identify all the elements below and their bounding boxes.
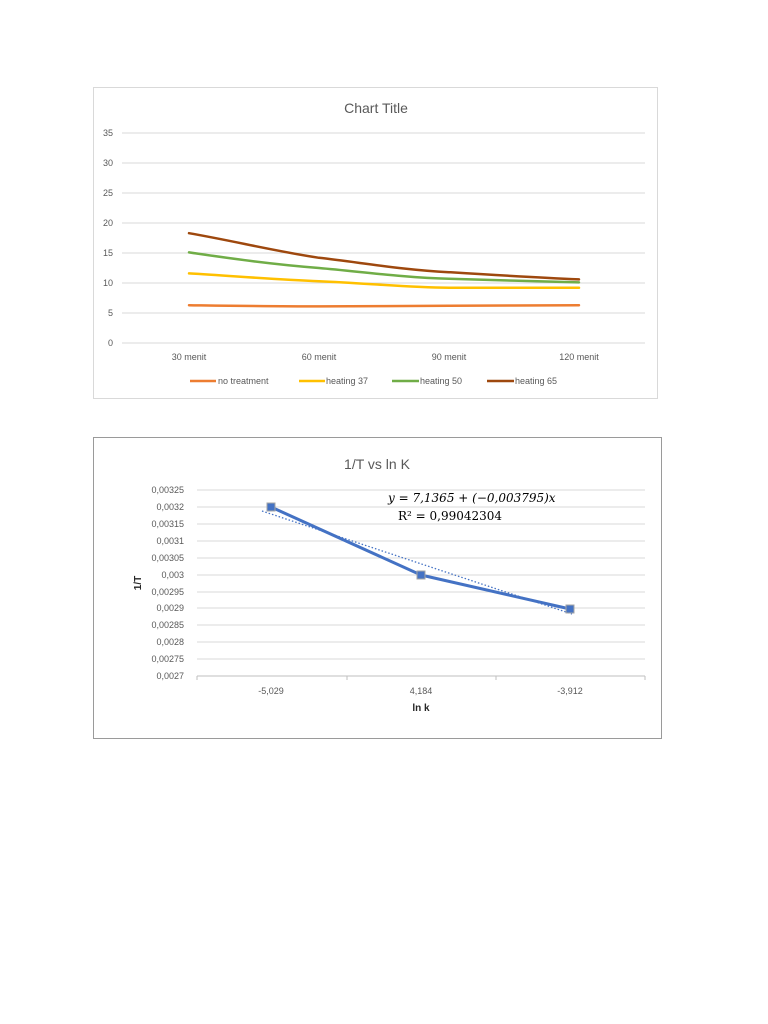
series-heating-65 (187, 231, 581, 281)
chart2-y-axis-title: 1/T (133, 576, 144, 590)
y-tick: 0,00285 (151, 620, 184, 630)
x-tick: 60 menit (302, 352, 337, 362)
x-tick: 4,184 (410, 686, 433, 696)
y-tick: 0,0028 (156, 637, 184, 647)
line-chart-treatments: Chart Title 35 30 25 20 15 10 5 0 30 men… (93, 87, 658, 399)
legend-item-heating-37: heating 37 (299, 376, 368, 386)
series-heating-37 (187, 272, 581, 290)
x-tick: 30 menit (172, 352, 207, 362)
y-tick: 30 (103, 158, 113, 168)
chart2-x-axis-labels: -5,029 4,184 -3,912 (258, 686, 583, 696)
svg-text:heating 37: heating 37 (326, 376, 368, 386)
chart2-canvas: 1/T vs ln K 0,00325 0,0032 0,00315 (133, 456, 646, 714)
x-tick: 120 menit (559, 352, 599, 362)
y-tick: 0,00305 (151, 553, 184, 563)
y-tick: 0,0027 (156, 671, 184, 681)
y-tick: 0,00275 (151, 654, 184, 664)
y-tick: 35 (103, 128, 113, 138)
trendline-equation: y = 7,1365 + (−0,003795)x (387, 491, 556, 505)
y-tick: 0,0032 (156, 502, 184, 512)
series-no-treatment (187, 303, 581, 308)
y-tick: 0,00295 (151, 587, 184, 597)
svg-text:heating 50: heating 50 (420, 376, 462, 386)
y-tick: 10 (103, 278, 113, 288)
chart1-series (187, 231, 581, 308)
chart1-title: Chart Title (344, 100, 408, 116)
x-tick: 90 menit (432, 352, 467, 362)
line-chart-inverse-temperature: 1/T vs ln K 0,00325 0,0032 0,00315 (93, 437, 662, 739)
svg-text:heating 65: heating 65 (515, 376, 557, 386)
legend-item-no-treatment: no treatment (190, 376, 269, 386)
data-markers (266, 502, 575, 614)
series-heating-50 (187, 251, 581, 284)
chart2-title: 1/T vs ln K (344, 456, 411, 472)
chart2-x-axis (196, 675, 646, 680)
chart1-canvas: Chart Title 35 30 25 20 15 10 5 0 30 men… (103, 100, 645, 386)
y-tick: 0,003 (161, 570, 184, 580)
y-tick: 25 (103, 188, 113, 198)
y-tick: 20 (103, 218, 113, 228)
chart1-y-axis-labels: 35 30 25 20 15 10 5 0 (103, 128, 113, 348)
y-tick: 0,0031 (156, 536, 184, 546)
y-tick: 15 (103, 248, 113, 258)
chart1-legend: no treatment heating 37 heating 50 heati… (190, 376, 557, 386)
chart2-y-axis-labels: 0,00325 0,0032 0,00315 0,0031 0,00305 0,… (151, 485, 184, 681)
trendline-r-squared: R² = 0,99042304 (398, 509, 502, 523)
chart1-x-axis-labels: 30 menit 60 menit 90 menit 120 menit (172, 352, 600, 362)
y-tick: 0,00325 (151, 485, 184, 495)
y-tick: 0,00315 (151, 519, 184, 529)
chart2-x-axis-title: ln k (412, 703, 430, 714)
y-tick: 5 (108, 308, 113, 318)
x-tick: -3,912 (557, 686, 583, 696)
y-tick: 0 (108, 338, 113, 348)
y-tick: 0,0029 (156, 603, 184, 613)
x-tick: -5,029 (258, 686, 284, 696)
chart1-gridlines (122, 132, 645, 344)
legend-item-heating-65: heating 65 (487, 376, 557, 386)
svg-text:no treatment: no treatment (218, 376, 269, 386)
legend-item-heating-50: heating 50 (392, 376, 462, 386)
